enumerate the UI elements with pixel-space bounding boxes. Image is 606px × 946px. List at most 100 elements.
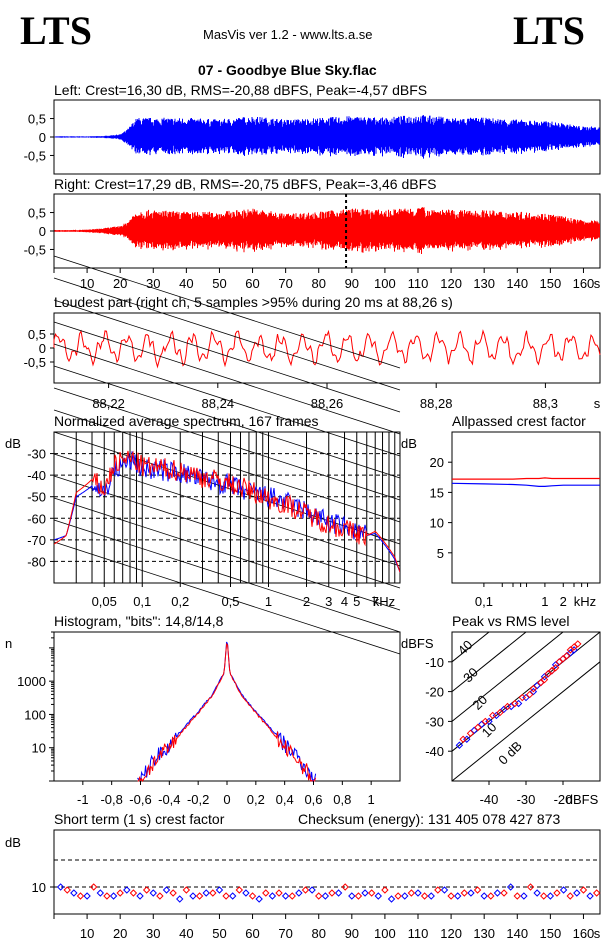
shortcrest-left-point <box>454 892 462 900</box>
spectrum-xtick-label: 4 <box>341 594 348 609</box>
shortcrest-left-point <box>215 886 224 894</box>
histogram-xtick-label: 0 <box>223 792 230 807</box>
shortcrest-right-point <box>592 889 601 897</box>
shortcrest-left-point <box>136 892 144 900</box>
shortcrest-right-point <box>341 883 349 891</box>
spectrum-xtick-label: 0,05 <box>92 594 117 609</box>
shortcrest-right-point <box>500 889 508 897</box>
shortcrest-xtick-label: 90 <box>345 926 359 941</box>
shortcrest-right-point <box>195 892 204 900</box>
histogram-panel-title: Histogram, "bits": 14,8/14,8 <box>54 613 224 629</box>
shortcrest-left-point <box>559 886 568 894</box>
shortcrest-left-point <box>586 892 594 900</box>
pvr-ytick-label: -40 <box>425 744 444 759</box>
allpass-ytick-label: 15 <box>430 485 444 500</box>
shortcrest-xtick-label: 30 <box>146 926 160 941</box>
spectrum-ytick-label: -50 <box>27 490 46 505</box>
spectrum-xtick-label: 1 <box>265 594 272 609</box>
shortcrest-left-point <box>361 889 369 897</box>
shortcrest-right-point <box>235 886 244 894</box>
pvr-right-point <box>481 717 490 726</box>
loudest-waveform <box>53 329 601 369</box>
histogram-frame <box>53 631 401 782</box>
shortcrest-right-point <box>420 892 429 900</box>
spectrum-slope-line <box>53 541 401 655</box>
shortcrest-left-point <box>96 889 105 897</box>
shortcrest-left-point <box>70 889 78 897</box>
pvr-right-point <box>503 702 512 711</box>
time-axis-tick-label: 60 <box>245 276 259 291</box>
pvr-xtick-label: -30 <box>517 792 536 807</box>
pvr-left-point <box>529 687 538 696</box>
allpass-ylabel: dB <box>401 436 417 451</box>
pvr-right-point <box>562 652 571 660</box>
shortcrest-right-point <box>566 892 574 900</box>
spectrum-ytick-label: -80 <box>27 554 46 569</box>
shortcrest-right-point <box>513 892 521 900</box>
time-axis-tick-label: 100 <box>374 276 396 291</box>
loudest-xtick-label: 88,3 <box>533 396 558 411</box>
shortcrest-right-point <box>367 889 376 897</box>
shortcrest-xtick-label: 20 <box>113 926 127 941</box>
shortcrest-left-point <box>295 889 303 897</box>
shortcrest-left-point <box>414 889 422 897</box>
pvr-right-point <box>540 675 549 684</box>
histogram-xtick-label: 0,6 <box>304 792 322 807</box>
shortcrest-xtick-label: 70 <box>278 926 292 941</box>
shortcrest-left-point <box>176 895 184 903</box>
shortcrest-right-point <box>90 883 98 891</box>
shortcrest-ytick-label: 10 <box>32 880 46 895</box>
shortcrest-right-point <box>142 886 151 894</box>
shortcrest-xtick-label: 110 <box>408 926 429 941</box>
shortcrest-right-point <box>473 886 482 894</box>
loudest-xtick-label: 88,22 <box>92 396 125 411</box>
shortcrest-left-point <box>401 892 409 900</box>
shortcrest-xtick-label: 160 <box>573 926 595 941</box>
pvr-right-point <box>488 711 497 720</box>
spectrum-slope-line <box>53 453 401 567</box>
left-channel-ytick-label: 0 <box>39 130 46 145</box>
pvr-right-point <box>459 735 467 743</box>
shortcrest-xtick-label: 100 <box>374 926 396 941</box>
checksum-label: Checksum (energy): 131 405 078 427 873 <box>298 811 561 827</box>
shortcrest-left-point <box>480 892 488 900</box>
shortcrest-left-point <box>308 886 316 894</box>
time-axis-tick-label: 150 <box>540 276 562 291</box>
spectrum-xtick-label: 0,1 <box>133 594 151 609</box>
pvr-diag-label: 10 <box>479 719 500 740</box>
spectrum-xtick-label: 7 <box>372 594 379 609</box>
spectrum-xtick-label: 2 <box>303 594 310 609</box>
spectrum-slope-line <box>53 255 401 369</box>
pvr-panel-title: Peak vs RMS level <box>452 613 570 629</box>
spectrum-slope-line <box>53 365 401 479</box>
left-channel-ytick-label: -0,5 <box>24 148 46 163</box>
shortcrest-left-point <box>546 892 555 900</box>
allpass-ytick-label: 20 <box>430 455 444 470</box>
shortcrest-xtick-label: 50 <box>212 926 226 941</box>
shortcrest-left-point <box>83 892 91 900</box>
time-axis-tick-label: 80 <box>311 276 325 291</box>
spectrum-frame <box>53 431 401 584</box>
shortcrest-right-point <box>63 886 71 894</box>
shortcrest-left-point <box>493 889 502 897</box>
histogram-xtick-label: 0,8 <box>333 792 351 807</box>
pvr-xunit: dBFS <box>566 792 599 807</box>
shortcrest-right-point <box>169 889 177 897</box>
histogram-xtick-label: -0,8 <box>100 792 122 807</box>
shortcrest-right-point <box>129 889 138 897</box>
spectrum-xtick-label: 0,2 <box>171 594 189 609</box>
shortcrest-xtick-label: 140 <box>506 926 528 941</box>
allpass-panel-title: Allpassed crest factor <box>452 413 586 429</box>
shortcrest-left-point <box>202 889 210 897</box>
spectrum-ylabel: dB <box>5 436 21 451</box>
histogram-xtick-label: -0,2 <box>187 792 209 807</box>
allpass-xunit: kHz <box>574 594 596 609</box>
pvr-xtick-label: -20 <box>554 792 573 807</box>
shortcrest-left-point <box>387 895 396 903</box>
shortcrest-right-point <box>182 886 191 894</box>
shortcrest-right-point <box>315 892 323 900</box>
pvr-diag-label: 20 <box>469 692 490 713</box>
shortcrest-left-point <box>573 889 581 897</box>
shortcrest-frame <box>53 829 601 915</box>
